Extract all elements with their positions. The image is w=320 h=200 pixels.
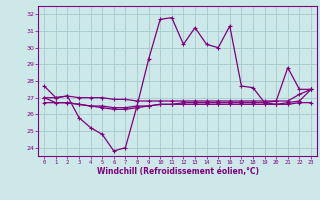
X-axis label: Windchill (Refroidissement éolien,°C): Windchill (Refroidissement éolien,°C) xyxy=(97,167,259,176)
